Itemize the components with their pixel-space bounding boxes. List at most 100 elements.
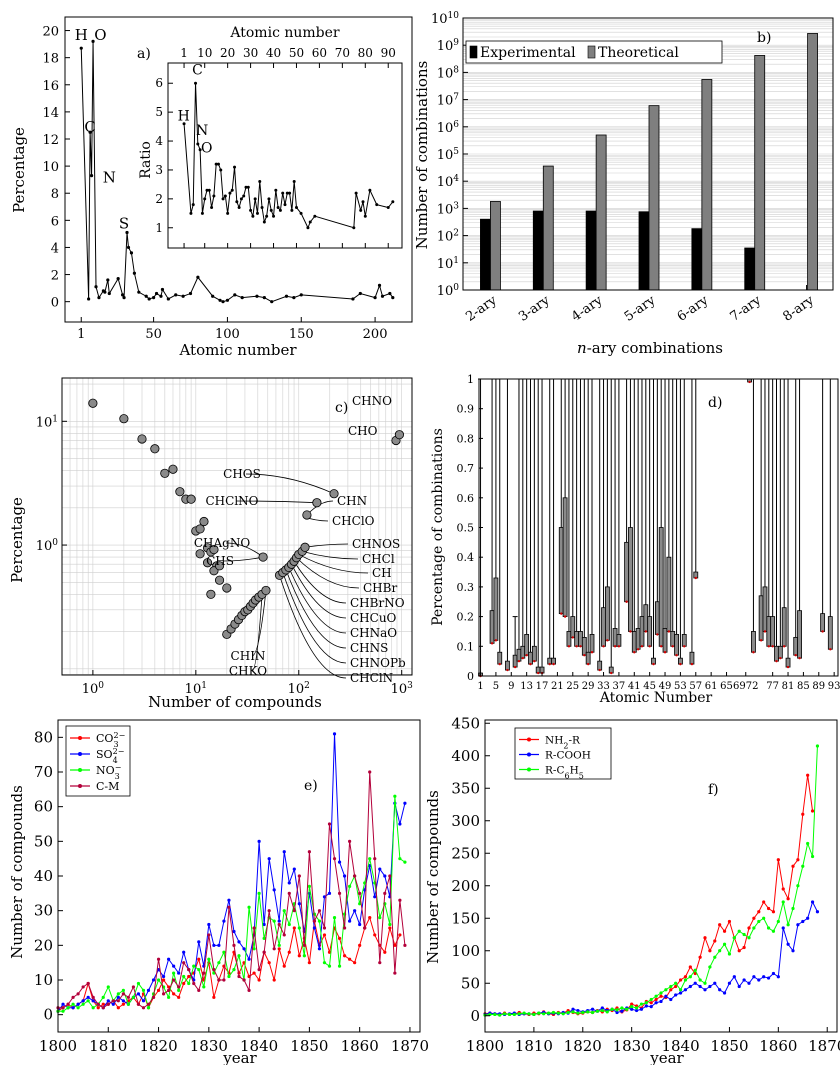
- data-point: [791, 906, 795, 911]
- data-point: [88, 130, 92, 134]
- data-point: [771, 929, 776, 933]
- chart-c-frame: [61, 377, 413, 676]
- data-point: [348, 919, 352, 923]
- box-min-marker: [767, 645, 771, 648]
- chart-d-panel-label: d): [708, 395, 722, 411]
- inset-data-point: [205, 188, 209, 192]
- x-tick-exp: 1: [201, 681, 207, 691]
- data-point: [237, 974, 241, 979]
- data-point: [766, 906, 771, 911]
- y-tick-label: 106: [437, 120, 460, 136]
- box: [820, 613, 826, 632]
- data-point: [121, 992, 125, 996]
- data-point: [368, 857, 372, 861]
- inset-data-point: [223, 194, 227, 198]
- box: [489, 610, 495, 644]
- legend-label: C-M: [96, 780, 119, 793]
- data-point: [175, 487, 185, 497]
- inset-data-point: [246, 185, 250, 189]
- leader-line: [279, 575, 347, 679]
- data-point: [327, 950, 332, 954]
- data-point: [727, 952, 732, 956]
- bar: [595, 134, 607, 291]
- chart-f-panel-label: f): [708, 782, 719, 798]
- inset-data-point: [233, 165, 237, 169]
- box: [631, 631, 637, 653]
- y-tick-label: 12: [42, 133, 59, 148]
- data-point: [368, 916, 372, 920]
- leader-line: [298, 554, 369, 574]
- y-tick-base: 10: [437, 284, 454, 299]
- inset-data-point: [242, 194, 246, 198]
- inset-data-point: [255, 211, 259, 215]
- y-tick-base: 10: [36, 415, 53, 430]
- x-tick-label: 6-ary: [675, 293, 712, 325]
- data-point: [96, 1002, 100, 1006]
- data-point: [107, 291, 111, 296]
- data-point: [791, 864, 795, 868]
- data-point: [649, 1001, 653, 1005]
- legend-label: Theoretical: [598, 45, 679, 61]
- data-point: [166, 297, 170, 301]
- data-point: [737, 949, 741, 953]
- data-point: [781, 926, 785, 930]
- x-tick-label: 61: [705, 681, 718, 692]
- chart-a-xlabel: Atomic number: [178, 341, 297, 359]
- compound-label: CHIN: [231, 649, 266, 663]
- box-min-marker: [567, 645, 571, 648]
- data-point: [373, 895, 377, 899]
- legend-text-tail: -R: [568, 735, 581, 747]
- data-point: [678, 991, 683, 995]
- data-point: [317, 909, 322, 913]
- data-point: [192, 981, 196, 986]
- x-tick-base: 10: [82, 682, 99, 697]
- x-tick-label: 25: [566, 681, 579, 692]
- data-point: [766, 976, 771, 980]
- data-point: [317, 947, 322, 951]
- data-point: [713, 955, 717, 959]
- data-point: [757, 910, 761, 914]
- data-point: [202, 971, 206, 975]
- data-point: [322, 895, 327, 899]
- data-point: [634, 1006, 639, 1010]
- data-point: [377, 283, 382, 287]
- inset-data-point: [375, 203, 379, 207]
- data-point: [126, 995, 130, 999]
- data-point: [106, 278, 110, 282]
- data-point: [693, 981, 697, 985]
- chart-e-xlabel: year: [222, 1049, 257, 1065]
- data-point: [537, 1011, 541, 1015]
- x-tick-label: 150: [289, 327, 314, 342]
- box-min-marker: [644, 630, 648, 633]
- box-min-marker: [529, 662, 532, 666]
- data-point: [287, 922, 291, 927]
- data-point: [659, 991, 663, 995]
- data-point: [197, 988, 201, 992]
- x-tick-label: 102: [288, 681, 310, 697]
- data-point: [214, 561, 225, 571]
- inset-data-point: [191, 203, 195, 207]
- data-point: [669, 997, 673, 1002]
- data-point: [101, 995, 105, 999]
- x-tick-label: 1840: [661, 1037, 699, 1055]
- chart-b-legend: Experimental Theoretical: [465, 40, 723, 64]
- x-tick-label: 1870: [808, 1037, 840, 1055]
- data-point: [312, 498, 322, 508]
- element-label: C: [84, 118, 95, 136]
- data-point: [300, 542, 310, 552]
- data-point: [815, 910, 820, 914]
- data-point: [270, 300, 274, 304]
- data-point: [348, 839, 352, 843]
- legend-marker: [527, 737, 531, 742]
- inset-data-point: [203, 197, 207, 201]
- data-point: [654, 1001, 658, 1005]
- data-point: [297, 874, 301, 878]
- box: [781, 607, 787, 647]
- data-point: [262, 936, 266, 940]
- data-point: [217, 978, 221, 982]
- inset-data-point: [368, 188, 372, 192]
- chart-c-ylabel: Percentage: [8, 497, 26, 583]
- box-min-marker: [560, 612, 563, 615]
- data-point: [512, 1012, 516, 1017]
- y-tick-exp: 6: [453, 120, 459, 130]
